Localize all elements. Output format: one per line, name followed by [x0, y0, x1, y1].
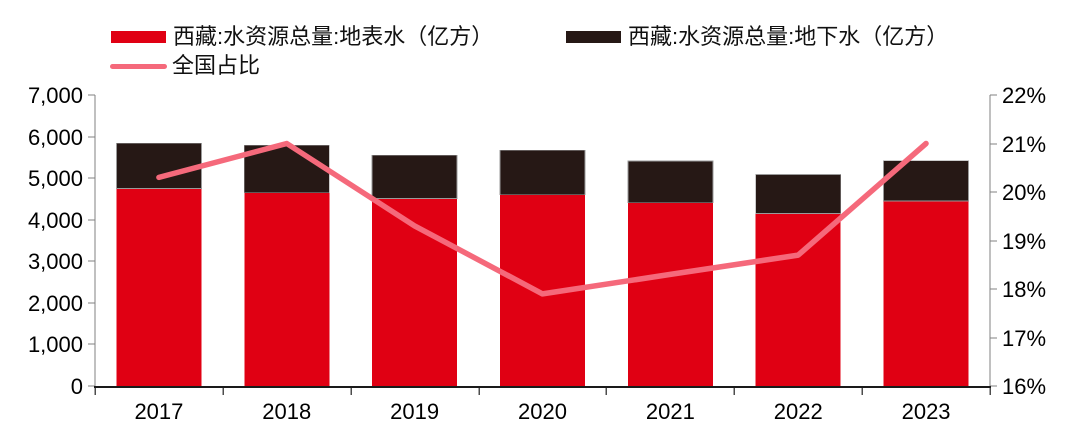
y-axis-left-tick-label: 7,000 [28, 83, 83, 108]
y-axis-right-tick-label: 19% [1002, 229, 1046, 254]
x-axis-label-2018: 2018 [262, 399, 311, 424]
y-axis-left-tick-label: 0 [71, 374, 83, 399]
bar-segment-ground-2019 [371, 154, 458, 199]
legend-swatch-ground-water [566, 31, 621, 43]
legend-label-surface-water: 西藏:水资源总量:地表水（亿方） [173, 24, 494, 49]
bar-segment-surface-2017 [116, 188, 202, 387]
y-axis-left-tick-label: 3,000 [28, 249, 83, 274]
y-axis-right-tick-label: 16% [1002, 374, 1046, 399]
legend-item-national-ratio: 全国占比 [110, 53, 260, 79]
y-axis-right-tick-label: 21% [1002, 132, 1046, 157]
x-axis-label-2021: 2021 [646, 399, 695, 424]
bar-segment-surface-2018 [244, 192, 330, 387]
x-axis-label-2020: 2020 [518, 399, 567, 424]
legend-item-ground-water: 西藏:水资源总量:地下水（亿方） [566, 24, 948, 50]
bar-segment-surface-2023 [883, 201, 969, 387]
y-axis-left-tick-label: 6,000 [28, 125, 83, 150]
national-ratio-line [156, 140, 929, 297]
bar-segment-ground-2021 [627, 160, 714, 204]
bar-segment-surface-2022 [755, 213, 841, 387]
y-axis-left-tick-label: 4,000 [28, 208, 83, 233]
legend-swatch-national-ratio [110, 63, 167, 69]
bar-segment-surface-2019 [372, 198, 458, 387]
bar-segment-ground-2020 [499, 149, 586, 196]
bar-segment-surface-2021 [627, 202, 713, 387]
legend-item-surface-water: 西藏:水资源总量:地表水（亿方） [111, 24, 493, 50]
bar-segment-ground-2017 [116, 142, 202, 189]
bar-segment-ground-2023 [883, 160, 969, 202]
y-axis-left-tick-label: 5,000 [28, 166, 83, 191]
x-axis-label-2023: 2023 [902, 399, 951, 424]
y-axis-left-tick-label: 1,000 [28, 332, 83, 357]
legend-swatch-surface-water [111, 31, 166, 43]
y-axis-right-tick-label: 22% [1002, 83, 1046, 108]
y-axis-right-tick-label: 20% [1002, 180, 1046, 205]
y-axis-left-tick-label: 2,000 [28, 291, 83, 316]
y-axis-right-tick-label: 17% [1002, 326, 1046, 351]
legend-label-ground-water: 西藏:水资源总量:地下水（亿方） [628, 24, 949, 49]
bar-segment-ground-2022 [755, 174, 842, 214]
x-axis-label-2022: 2022 [774, 399, 823, 424]
legend-label-national-ratio: 全国占比 [172, 53, 261, 78]
y-axis-right-tick-label: 18% [1002, 277, 1046, 302]
x-axis-label-2017: 2017 [134, 399, 183, 424]
x-axis-label-2019: 2019 [390, 399, 439, 424]
